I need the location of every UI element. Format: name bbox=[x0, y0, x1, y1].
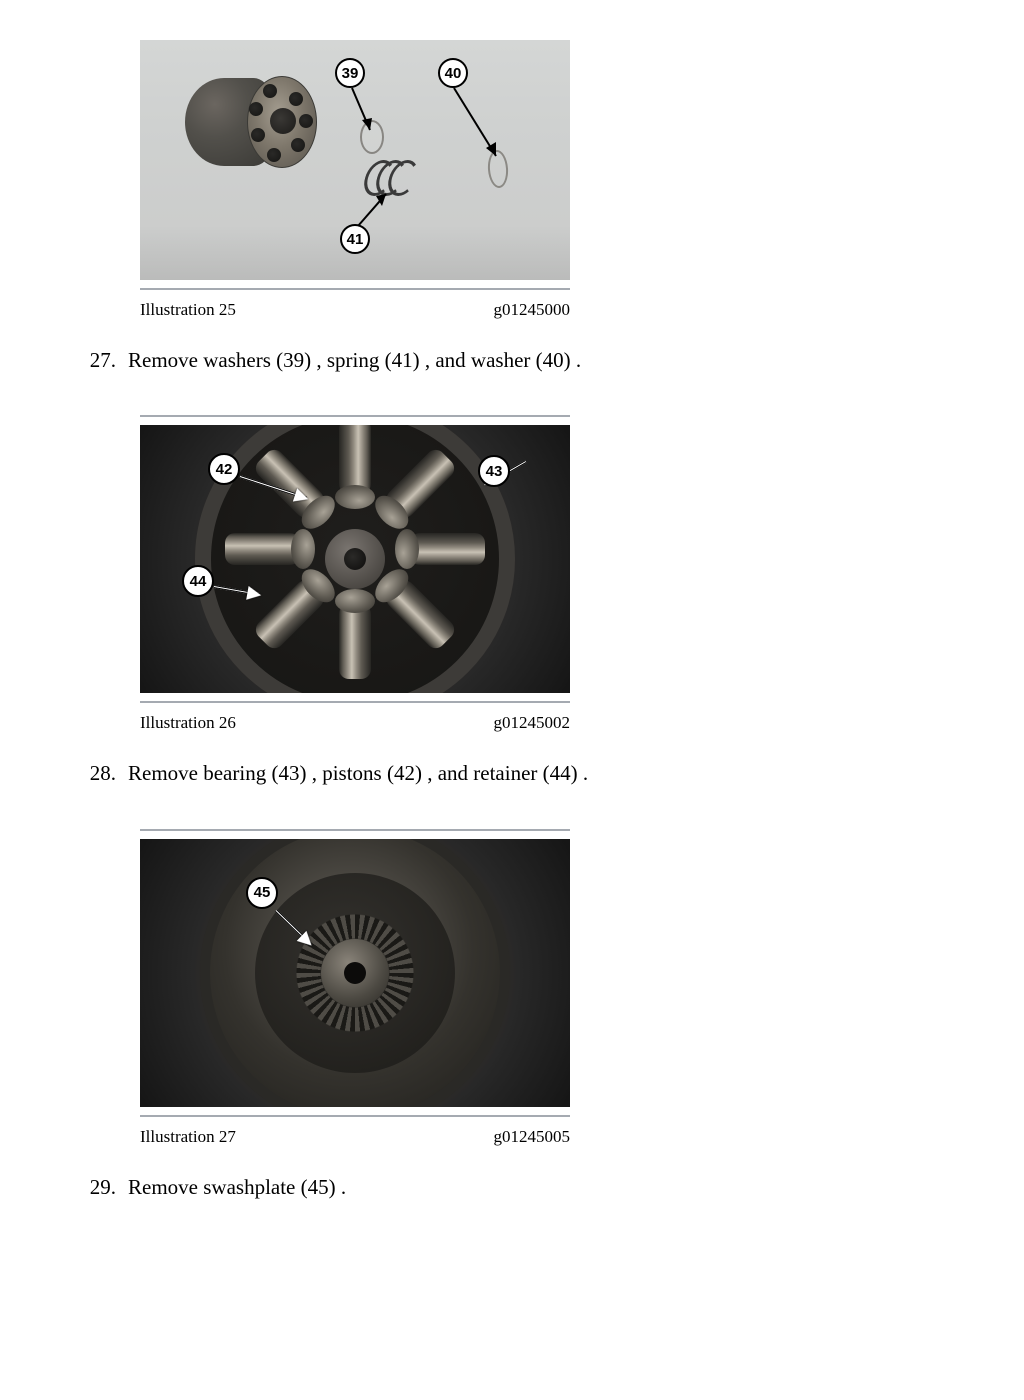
illustration-label: Illustration 27 bbox=[140, 1127, 236, 1147]
figure-27-caption: Illustration 27 g01245005 bbox=[140, 1125, 570, 1153]
step-28: 28. Remove bearing (43) , pistons (42) ,… bbox=[80, 759, 944, 788]
illustration-ref-id: g01245000 bbox=[494, 300, 571, 320]
step-29: 29. Remove swashplate (45) . bbox=[80, 1173, 944, 1202]
callout-39: 39 bbox=[335, 58, 365, 88]
step-29-number: 29. bbox=[80, 1173, 128, 1202]
pointer-39 bbox=[348, 88, 378, 148]
illustration-26-image: 42 43 44 bbox=[140, 425, 570, 693]
callout-40-label: 40 bbox=[445, 65, 462, 82]
callout-45: 45 bbox=[246, 877, 278, 909]
illustration-ref-id: g01245005 bbox=[494, 1127, 571, 1147]
divider bbox=[140, 701, 570, 703]
cylinder-barrel bbox=[185, 70, 305, 175]
callout-42-label: 42 bbox=[216, 461, 233, 478]
divider bbox=[140, 415, 570, 417]
divider bbox=[140, 288, 570, 290]
step-28-number: 28. bbox=[80, 759, 128, 788]
illustration-27-image: 45 bbox=[140, 839, 570, 1107]
pointer-40 bbox=[452, 88, 512, 168]
illustration-25-image: 39 40 41 bbox=[140, 40, 570, 280]
figure-26: 42 43 44 Illustration 26 g01245002 bbox=[140, 415, 570, 739]
callout-40: 40 bbox=[438, 58, 468, 88]
divider bbox=[140, 829, 570, 831]
figure-27: 45 Illustration 27 g01245005 bbox=[140, 829, 570, 1153]
callout-39-label: 39 bbox=[342, 65, 359, 82]
callout-45-label: 45 bbox=[254, 884, 271, 901]
figure-25-caption: Illustration 25 g01245000 bbox=[140, 298, 570, 326]
callout-41-label: 41 bbox=[347, 231, 364, 248]
illustration-label: Illustration 26 bbox=[140, 713, 236, 733]
step-27-text: Remove washers (39) , spring (41) , and … bbox=[128, 346, 944, 375]
figure-25: 39 40 41 Illustration 25 g01245000 bbox=[140, 40, 570, 326]
pointer-41 bbox=[358, 190, 398, 230]
divider bbox=[140, 1115, 570, 1117]
step-28-text: Remove bearing (43) , pistons (42) , and… bbox=[128, 759, 944, 788]
step-27-number: 27. bbox=[80, 346, 128, 375]
callout-43-label: 43 bbox=[486, 463, 503, 480]
callout-44-label: 44 bbox=[190, 573, 207, 590]
illustration-label: Illustration 25 bbox=[140, 300, 236, 320]
step-27: 27. Remove washers (39) , spring (41) , … bbox=[80, 346, 944, 375]
step-29-text: Remove swashplate (45) . bbox=[128, 1173, 944, 1202]
figure-26-caption: Illustration 26 g01245002 bbox=[140, 711, 570, 739]
illustration-ref-id: g01245002 bbox=[494, 713, 571, 733]
